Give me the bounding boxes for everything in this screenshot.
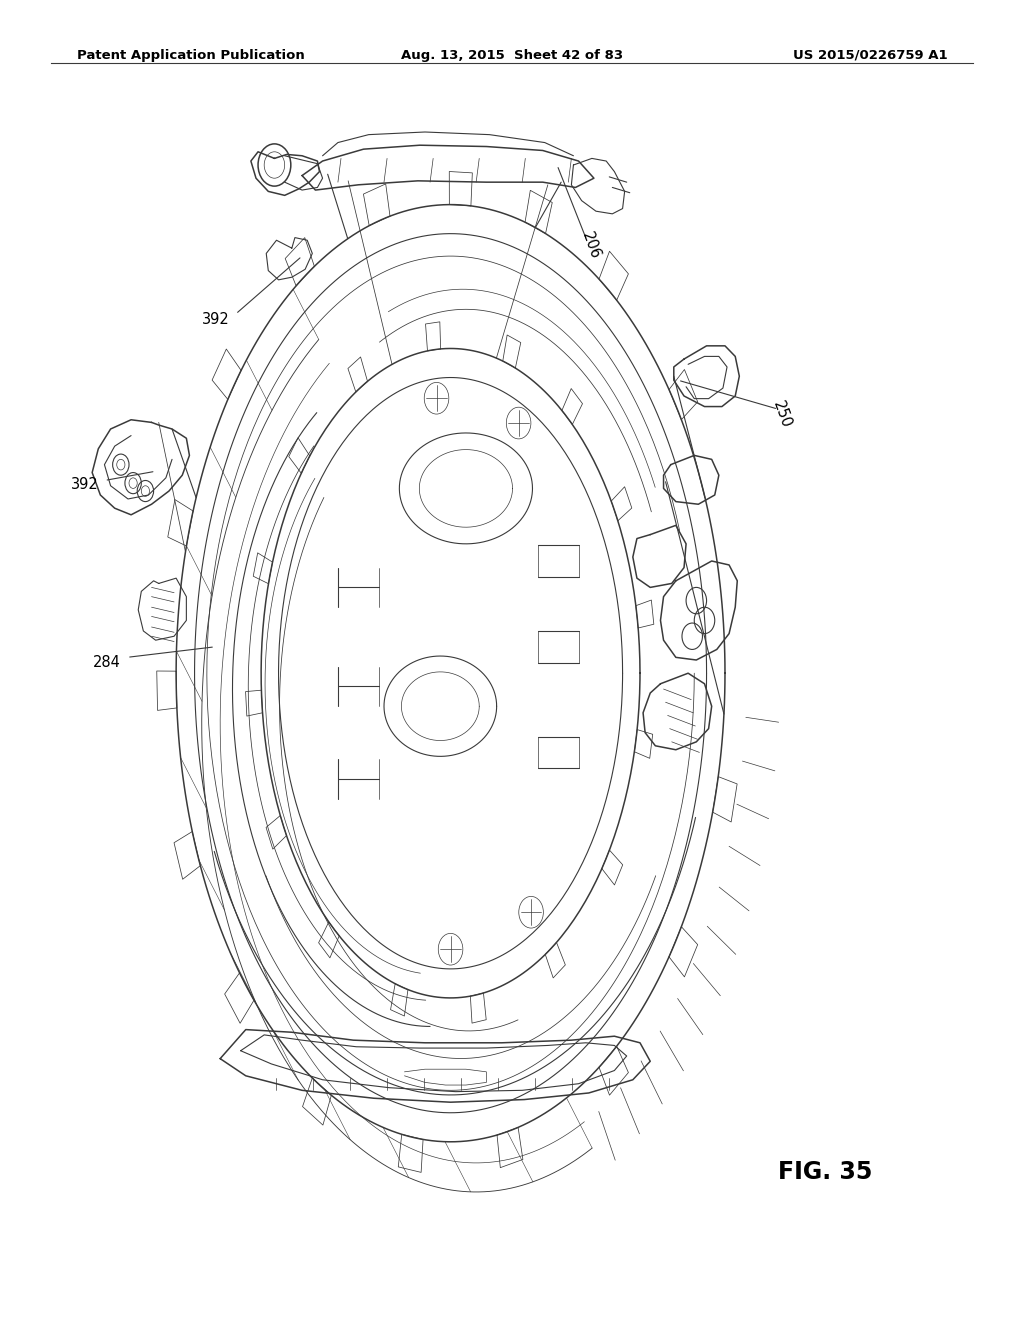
Text: 392: 392 [202, 312, 229, 327]
Text: US 2015/0226759 A1: US 2015/0226759 A1 [793, 49, 947, 62]
Text: 392: 392 [71, 477, 98, 492]
Text: 206: 206 [579, 230, 603, 261]
Text: FIG. 35: FIG. 35 [778, 1160, 872, 1184]
Text: Patent Application Publication: Patent Application Publication [77, 49, 304, 62]
Text: 284: 284 [93, 655, 121, 671]
Text: Aug. 13, 2015  Sheet 42 of 83: Aug. 13, 2015 Sheet 42 of 83 [401, 49, 623, 62]
Text: 250: 250 [770, 399, 795, 430]
